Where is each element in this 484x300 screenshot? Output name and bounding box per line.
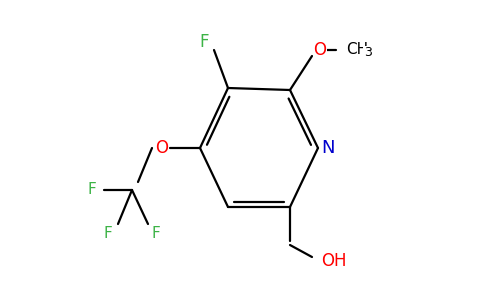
Text: F: F — [199, 33, 209, 51]
Text: O: O — [314, 41, 327, 59]
Text: CH: CH — [346, 43, 368, 58]
Text: N: N — [321, 139, 335, 157]
Text: O: O — [155, 139, 168, 157]
Text: F: F — [104, 226, 112, 242]
Text: F: F — [151, 226, 160, 242]
Text: OH: OH — [321, 252, 347, 270]
Text: F: F — [88, 182, 96, 197]
Text: 3: 3 — [364, 46, 372, 59]
